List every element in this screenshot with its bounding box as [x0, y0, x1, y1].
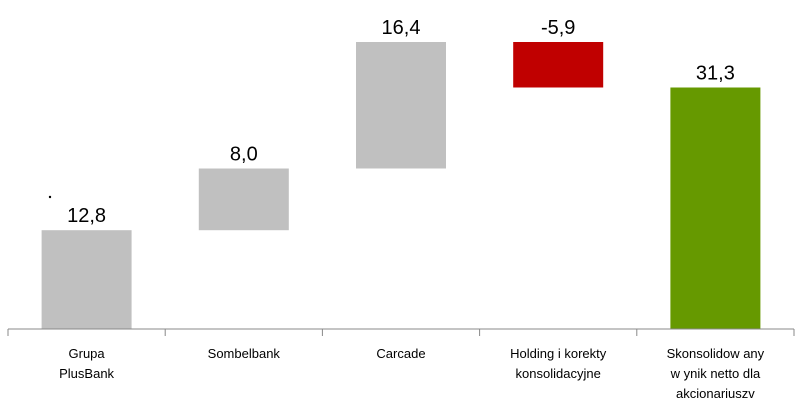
bar-1 [198, 168, 289, 231]
bar-2 [356, 42, 446, 169]
category-labels-group: Grupa PlusBank Sombelbank Carcade Holding i … [59, 346, 765, 401]
category-label-2: Carcade [376, 346, 425, 361]
category-label-4: Skonsolidow any w ynik netto dla akcionari… [667, 346, 765, 401]
value-label-4: 31,3 [696, 63, 735, 85]
dot-mark [48, 195, 52, 199]
category-label-1: Sombelbank [208, 346, 281, 361]
bar-4 [670, 87, 761, 329]
value-label-0: 12,8 [67, 205, 106, 227]
x-axis [7, 328, 795, 336]
bars-group [41, 42, 761, 329]
value-label-1: 8,0 [230, 144, 258, 166]
bar-0 [41, 230, 132, 329]
value-labels-group: 12,8 8,0 16,4 -5,9 31,3 [67, 17, 735, 227]
bar-3 [513, 42, 604, 88]
value-label-3: -5,9 [541, 17, 575, 39]
category-label-3: Holding i korekty konsolidacyjne [510, 346, 607, 381]
category-label-0: Grupa PlusBank [59, 346, 114, 381]
value-label-2: 16,4 [382, 17, 421, 39]
